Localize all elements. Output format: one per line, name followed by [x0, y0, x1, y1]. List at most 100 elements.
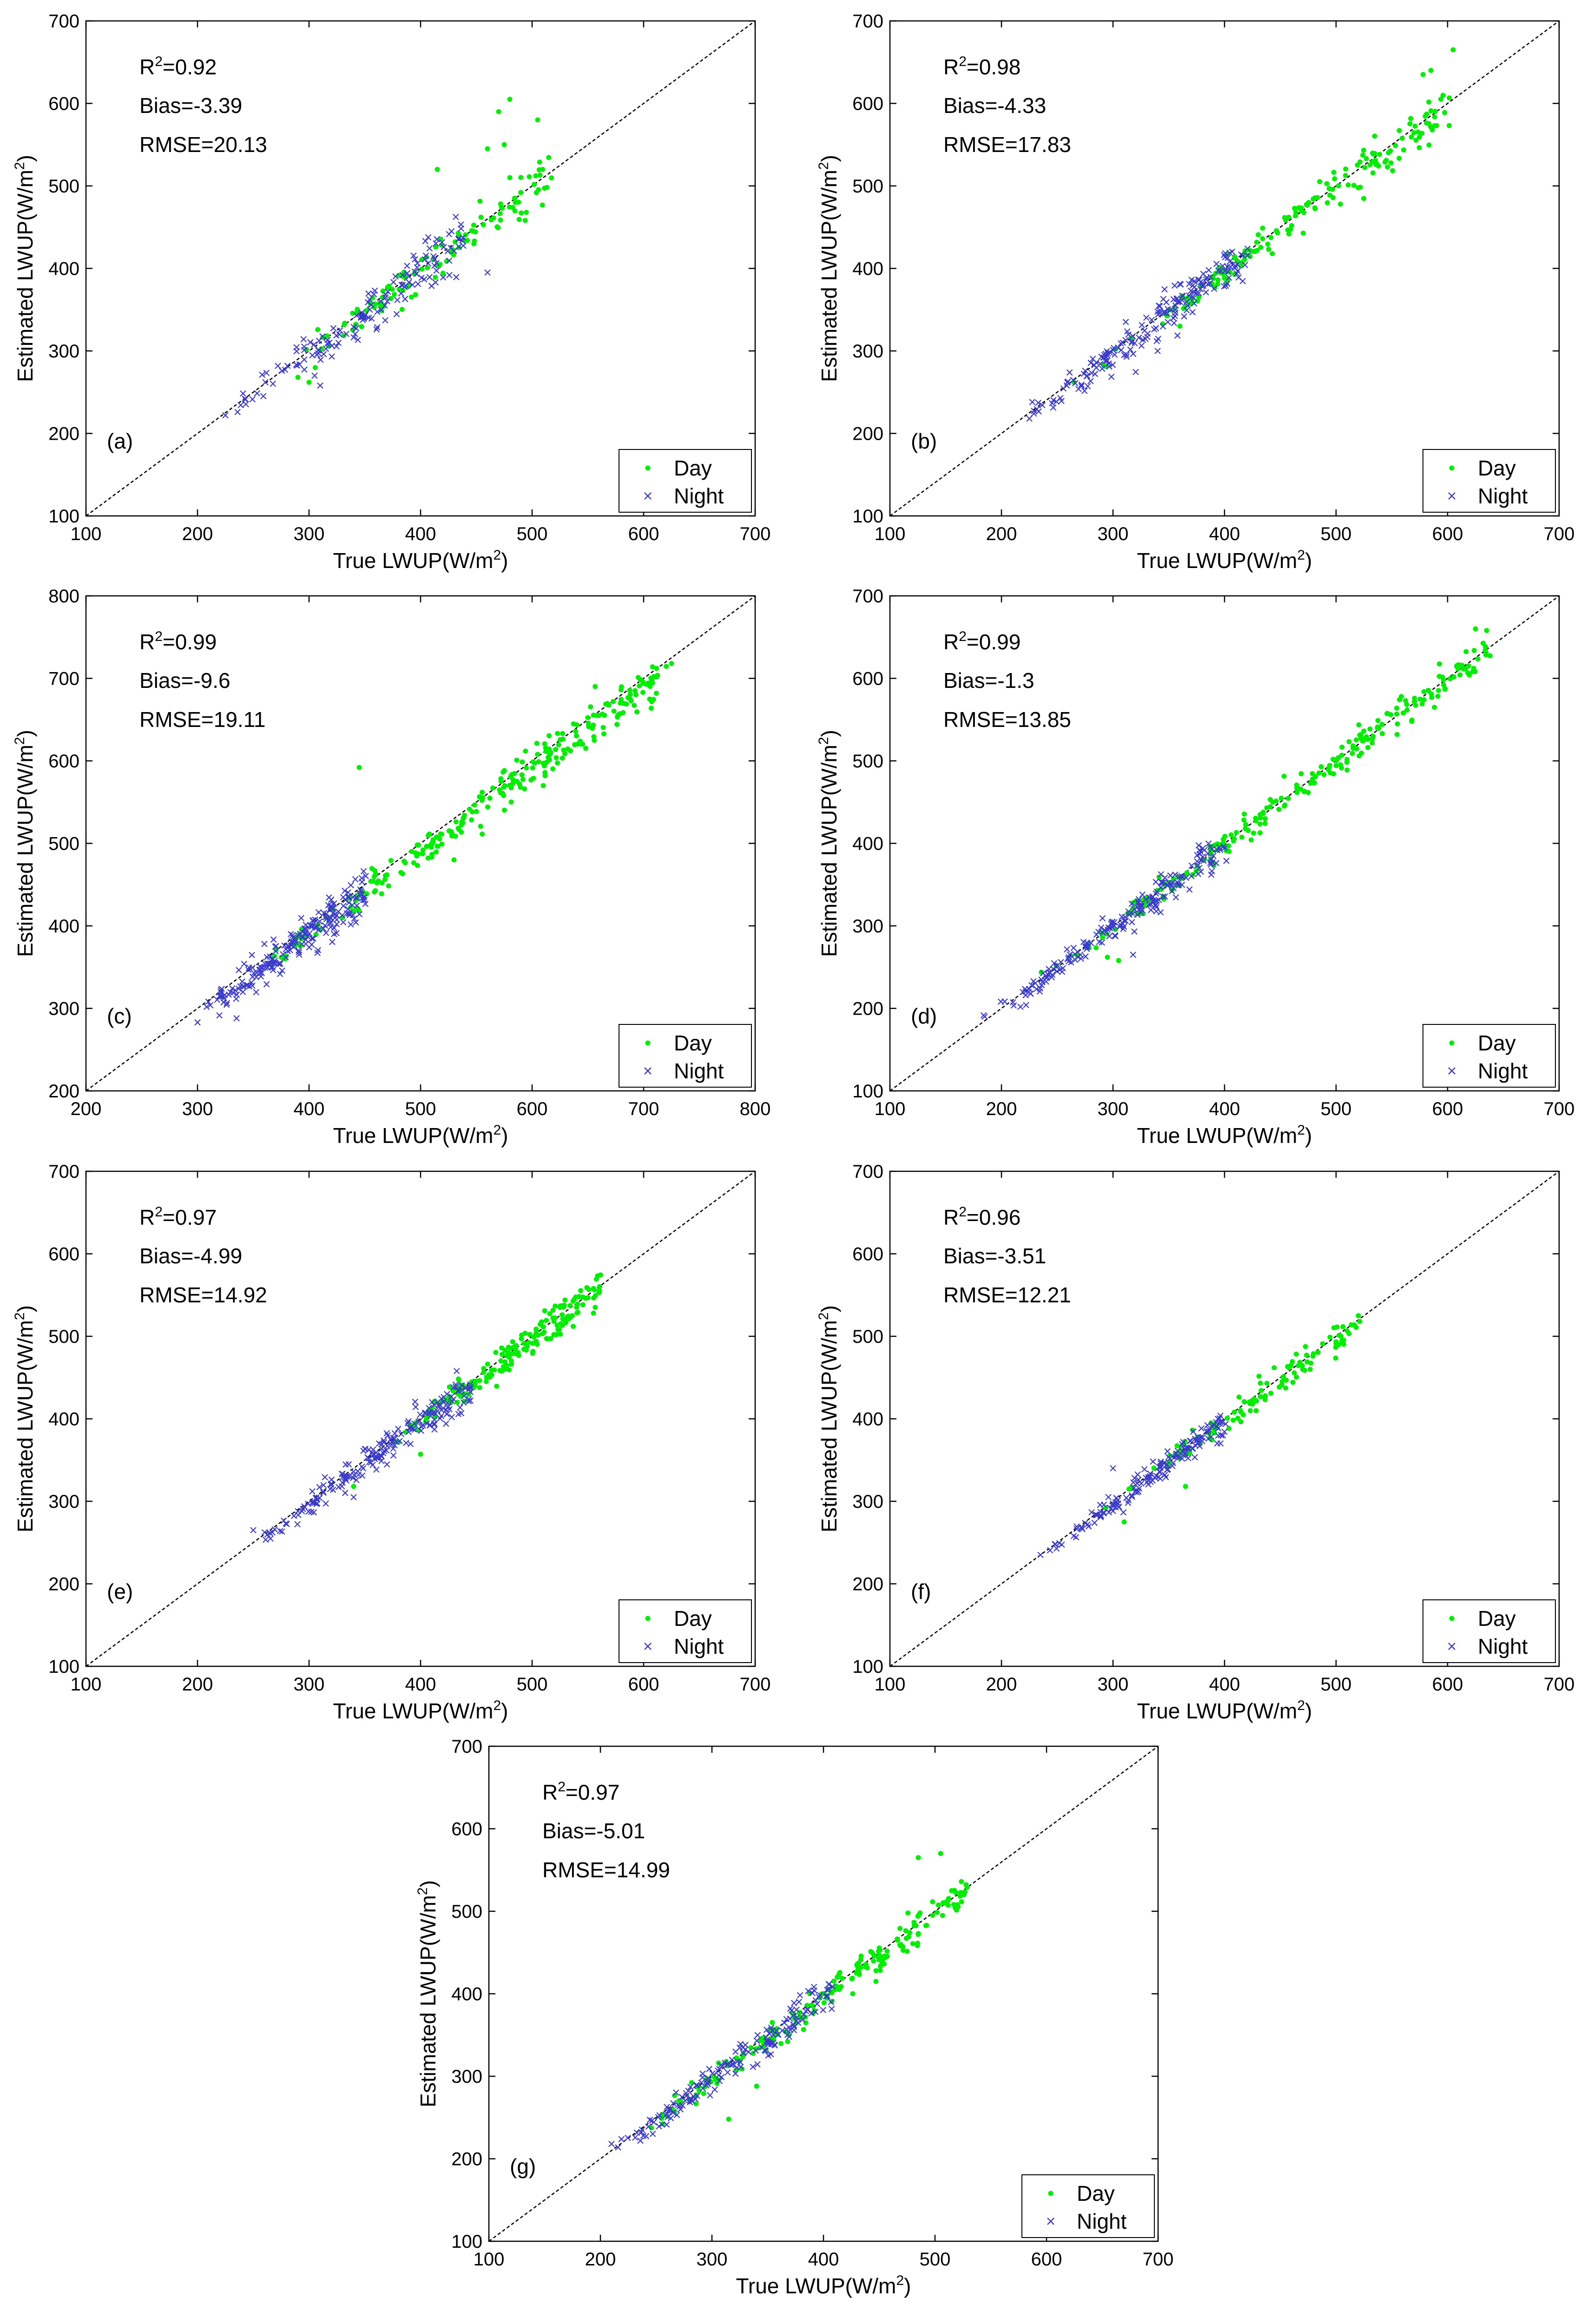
- night-point: [352, 876, 359, 883]
- day-point: [1455, 666, 1461, 672]
- night-point: [1197, 848, 1204, 855]
- series-day: [351, 1272, 603, 1489]
- day-point: [514, 779, 520, 784]
- night-point: [1125, 1499, 1132, 1506]
- day-point: [1258, 1380, 1263, 1386]
- night-point: [346, 1473, 353, 1480]
- day-point: [547, 733, 552, 739]
- night-point: [317, 382, 323, 389]
- r-squared-text: R2=0.92: [139, 54, 217, 79]
- day-point: [555, 760, 560, 766]
- night-point: [431, 1426, 438, 1433]
- day-point: [318, 346, 324, 352]
- night-point: [663, 2121, 670, 2128]
- x-tick-label: 500: [405, 1099, 436, 1119]
- x-tick-label: 100: [875, 1099, 906, 1119]
- day-point: [533, 1328, 539, 1334]
- series-day: [272, 661, 674, 962]
- night-point: [391, 1430, 398, 1437]
- night-point: [1105, 924, 1112, 931]
- day-point: [519, 772, 525, 778]
- night-point: [295, 932, 301, 938]
- day-point: [923, 1923, 928, 1928]
- night-point: [365, 314, 372, 321]
- day-point: [1241, 817, 1247, 823]
- day-point: [1298, 771, 1304, 777]
- night-point: [458, 1410, 465, 1417]
- day-point: [600, 725, 606, 730]
- day-point: [507, 204, 512, 210]
- day-point: [877, 1967, 883, 1973]
- night-point: [382, 294, 389, 301]
- day-point: [546, 155, 552, 160]
- night-point: [1025, 989, 1032, 996]
- night-point: [698, 2080, 705, 2086]
- night-point: [249, 982, 256, 989]
- day-point: [1473, 626, 1478, 632]
- night-point: [1159, 893, 1166, 900]
- day-point: [858, 1954, 864, 1959]
- night-point: [453, 274, 460, 281]
- day-point: [429, 840, 435, 846]
- night-point: [310, 341, 317, 348]
- night-point: [828, 1999, 835, 2006]
- day-point: [1303, 1344, 1308, 1349]
- day-point: [617, 711, 623, 717]
- night-point: [237, 402, 244, 409]
- night-point: [1095, 929, 1102, 935]
- day-point: [460, 820, 466, 825]
- night-point: [217, 992, 223, 999]
- night-point: [1156, 1468, 1163, 1475]
- night-point: [1111, 922, 1118, 929]
- identity-line: [889, 20, 1560, 517]
- night-point: [788, 2007, 795, 2014]
- night-point: [773, 2027, 780, 2034]
- bias-text: Bias=-9.6: [139, 668, 230, 693]
- night-point: [254, 390, 261, 396]
- night-point: [1183, 874, 1190, 881]
- night-point: [1020, 989, 1026, 996]
- night-point: [310, 1509, 317, 1516]
- day-point: [1278, 795, 1284, 801]
- day-point: [586, 720, 591, 726]
- night-point: [362, 873, 369, 879]
- night-point: [382, 317, 389, 324]
- day-point: [1316, 770, 1322, 776]
- day-point: [1300, 1367, 1305, 1372]
- night-point: [1155, 336, 1161, 342]
- legend-box: [1422, 449, 1556, 513]
- day-point: [396, 286, 402, 292]
- x-tick-label: 500: [517, 524, 548, 544]
- night-point: [1174, 1447, 1181, 1454]
- y-axis-label: Estimated LWUP(W/m2): [816, 155, 841, 382]
- night-point: [437, 1415, 443, 1422]
- day-point: [1355, 162, 1360, 168]
- night-point: [685, 2087, 691, 2094]
- x-tick-label: 200: [986, 1674, 1017, 1695]
- night-point: [322, 922, 329, 929]
- day-point: [1409, 717, 1415, 723]
- day-point: [649, 677, 654, 683]
- day-point: [435, 844, 441, 849]
- day-point: [507, 175, 513, 180]
- night-point: [1119, 913, 1125, 920]
- day-point: [510, 1339, 515, 1345]
- night-point: [800, 2011, 807, 2018]
- night-point: [1084, 940, 1091, 947]
- day-point: [1326, 765, 1332, 770]
- night-point: [404, 1420, 411, 1426]
- night-point: [1157, 909, 1164, 916]
- day-point: [508, 799, 514, 805]
- night-point: [1104, 350, 1111, 357]
- y-tick-label: 500: [48, 1327, 79, 1347]
- night-point: [412, 1399, 419, 1405]
- day-point: [523, 210, 529, 215]
- day-point: [536, 167, 542, 172]
- day-point: [542, 741, 547, 746]
- day-point: [1256, 232, 1261, 238]
- day-point: [453, 833, 458, 839]
- night-point: [1231, 264, 1238, 271]
- night-point: [790, 2012, 797, 2019]
- day-point: [420, 851, 425, 857]
